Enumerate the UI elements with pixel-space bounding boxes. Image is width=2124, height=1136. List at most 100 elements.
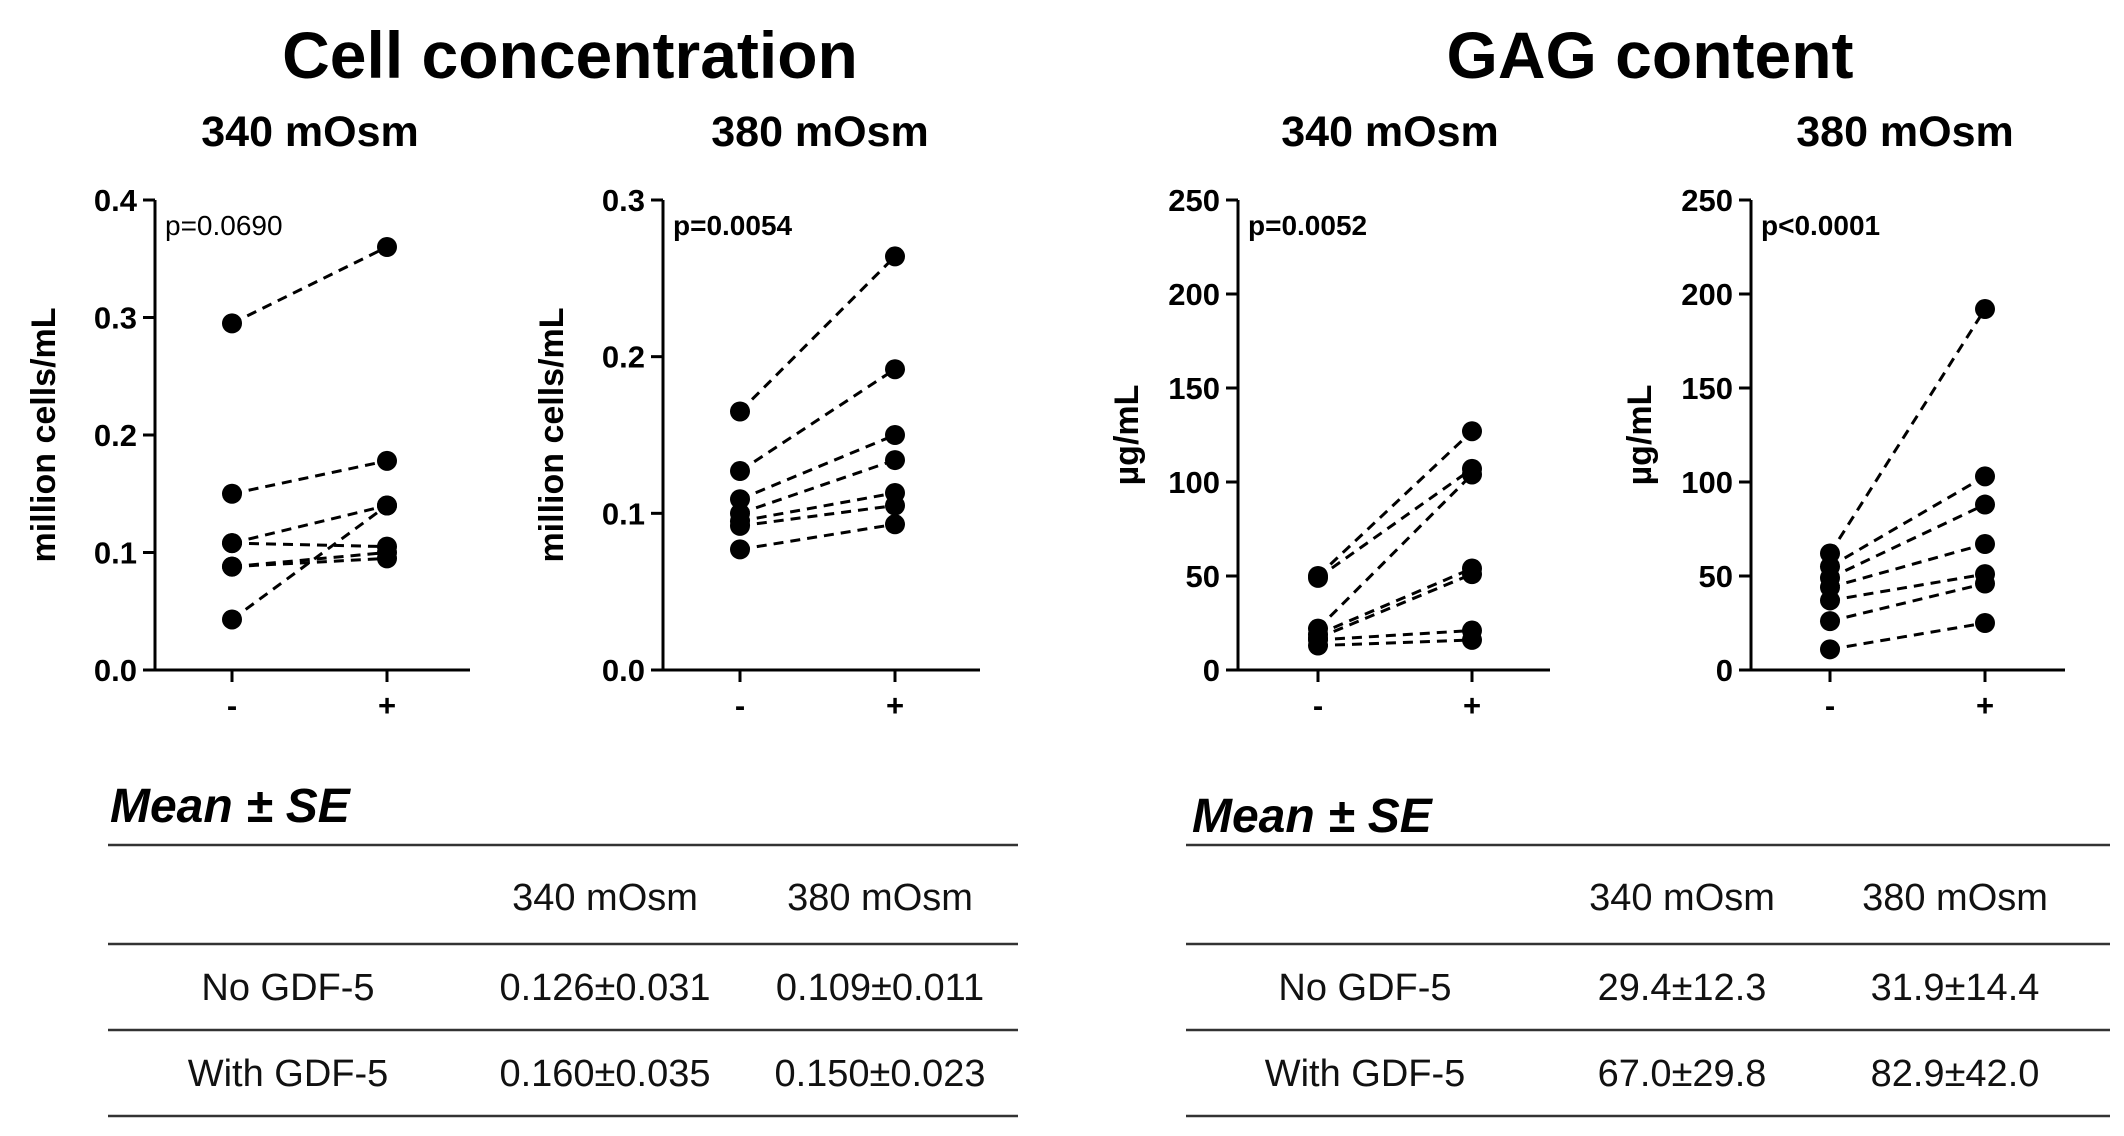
table-row-label: With GDF-5 [1265,1053,1466,1095]
y-tick-label: 0.0 [94,653,137,688]
pair-line [231,541,388,549]
p-value-label: p=0.0052 [1248,210,1367,241]
data-point-with-gdf5 [1462,564,1482,585]
p-value-label: p=0.0054 [673,210,793,241]
pair-line [738,255,897,413]
y-tick-label: 100 [1168,465,1220,500]
y-tick-label: 50 [1699,559,1733,594]
data-point-with-gdf5 [1975,613,1995,633]
pair-line [231,504,388,621]
table-row-label: No GDF-5 [201,967,374,1009]
x-tick-label: + [1463,688,1481,723]
y-tick-label: 0.2 [94,418,137,453]
pair-line [1829,542,1986,589]
y-axis-label: µg/mL [1621,385,1659,486]
pair-line [739,504,896,528]
data-point-without-gdf5 [222,556,242,577]
pair-line [739,433,896,501]
pair-line [1829,475,1986,568]
pair-line [1828,308,1987,555]
p-value-label: p=0.0690 [165,210,283,241]
pair-line [1316,473,1474,630]
chart-panels: 340 mOsm 0.0 0.1 0.2 0.3 0.4 - + million cells/m… [25,108,2065,723]
data-point-without-gdf5 [222,313,242,334]
y-tick-label: 200 [1168,277,1220,312]
data-point-with-gdf5 [377,450,397,471]
pair-line [1829,621,1986,651]
p-value-label: p<0.0001 [1761,210,1880,241]
pair-line [231,556,388,569]
y-tick-label: 0.1 [94,536,137,571]
y-tick-label: 150 [1681,371,1733,406]
x-tick-label: - [1825,688,1835,723]
y-tick-label: 200 [1681,277,1733,312]
chart-panel-3: 340 mOsm 0 50 100 150 200 250 - + µg/mL p=0.0052 [1108,108,1550,723]
data-point-without-gdf5 [730,515,750,536]
pair-line [1317,572,1473,640]
y-axis-label: million cells/mL [25,307,63,562]
chart-panel-4: 380 mOsm 0 50 100 150 200 250 - + µg/mL p<0.0001 [1621,108,2065,723]
data-point-with-gdf5 [1975,494,1995,515]
pair-line [1317,467,1473,580]
table-cell: 0.160±0.035 [499,1053,710,1095]
pair-line [739,491,896,523]
panel-title: 380 mOsm [1796,108,2014,156]
y-tick-label: 100 [1681,465,1733,500]
mean-se-table-cell-concentration: Mean ± SE 340 mOsm 380 mOsm No GDF-5 0.1… [108,780,1018,1118]
x-tick-label: - [735,688,745,723]
y-tick-label: 0.3 [94,301,137,336]
table-header-380: 380 mOsm [787,877,973,919]
data-point-with-gdf5 [1975,534,1995,555]
pair-line [1316,430,1474,578]
y-tick-label: 0 [1203,653,1220,688]
data-point-with-gdf5 [1975,466,1995,487]
x-tick-label: + [886,688,904,723]
pair-line [739,458,896,515]
y-tick-label: 250 [1168,183,1220,218]
mean-se-table-gag-content: Mean ± SE 340 mOsm 380 mOsm No GDF-5 29.… [1186,790,2110,1118]
y-tick-label: 0.2 [602,340,645,375]
panel-title: 340 mOsm [1281,108,1499,156]
x-tick-label: + [378,688,396,723]
data-point-without-gdf5 [222,609,242,630]
data-point-with-gdf5 [377,548,397,569]
table-title: Mean ± SE [1192,790,1434,843]
y-axis-label: µg/mL [1108,385,1146,486]
data-point-without-gdf5 [730,489,750,510]
pair-line [1317,567,1473,636]
data-point-without-gdf5 [1820,611,1840,632]
y-tick-label: 0.1 [602,496,645,531]
y-tick-label: 50 [1186,559,1220,594]
data-point-with-gdf5 [885,495,905,516]
data-point-without-gdf5 [730,461,750,482]
table-row-label: With GDF-5 [188,1053,389,1095]
y-tick-label: 150 [1168,371,1220,406]
table-cell: 82.9±42.0 [1871,1053,2040,1095]
pair-line [1317,638,1473,648]
data-point-without-gdf5 [730,401,750,422]
data-point-with-gdf5 [377,237,397,257]
table-header-340: 340 mOsm [512,877,698,919]
data-point-without-gdf5 [1308,635,1328,656]
data-point-with-gdf5 [885,514,905,535]
section-title-cell-concentration: Cell concentration [282,18,858,92]
pair-line [231,504,388,545]
table-cell: 0.109±0.011 [776,967,984,1009]
table-cell: 29.4±12.3 [1598,967,1767,1009]
pair-line [1829,572,1986,602]
pair-line [739,522,896,551]
pair-line [739,367,896,473]
table-cell: 0.150±0.023 [774,1053,985,1095]
table-header-380: 380 mOsm [1862,877,2048,919]
pair-line [231,245,388,325]
chart-panel-1: 340 mOsm 0.0 0.1 0.2 0.3 0.4 - + million cells/m… [25,108,470,723]
x-tick-label: - [1313,688,1323,723]
table-cell: 31.9±14.4 [1871,967,2040,1009]
data-point-with-gdf5 [1975,573,1995,594]
x-tick-label: + [1976,688,1994,723]
data-point-with-gdf5 [1975,299,1995,320]
data-point-without-gdf5 [222,483,242,504]
chart-panel-2: 380 mOsm 0.0 0.1 0.2 0.3 - + million cells/mL p=… [533,108,980,723]
data-point-with-gdf5 [1462,464,1482,485]
